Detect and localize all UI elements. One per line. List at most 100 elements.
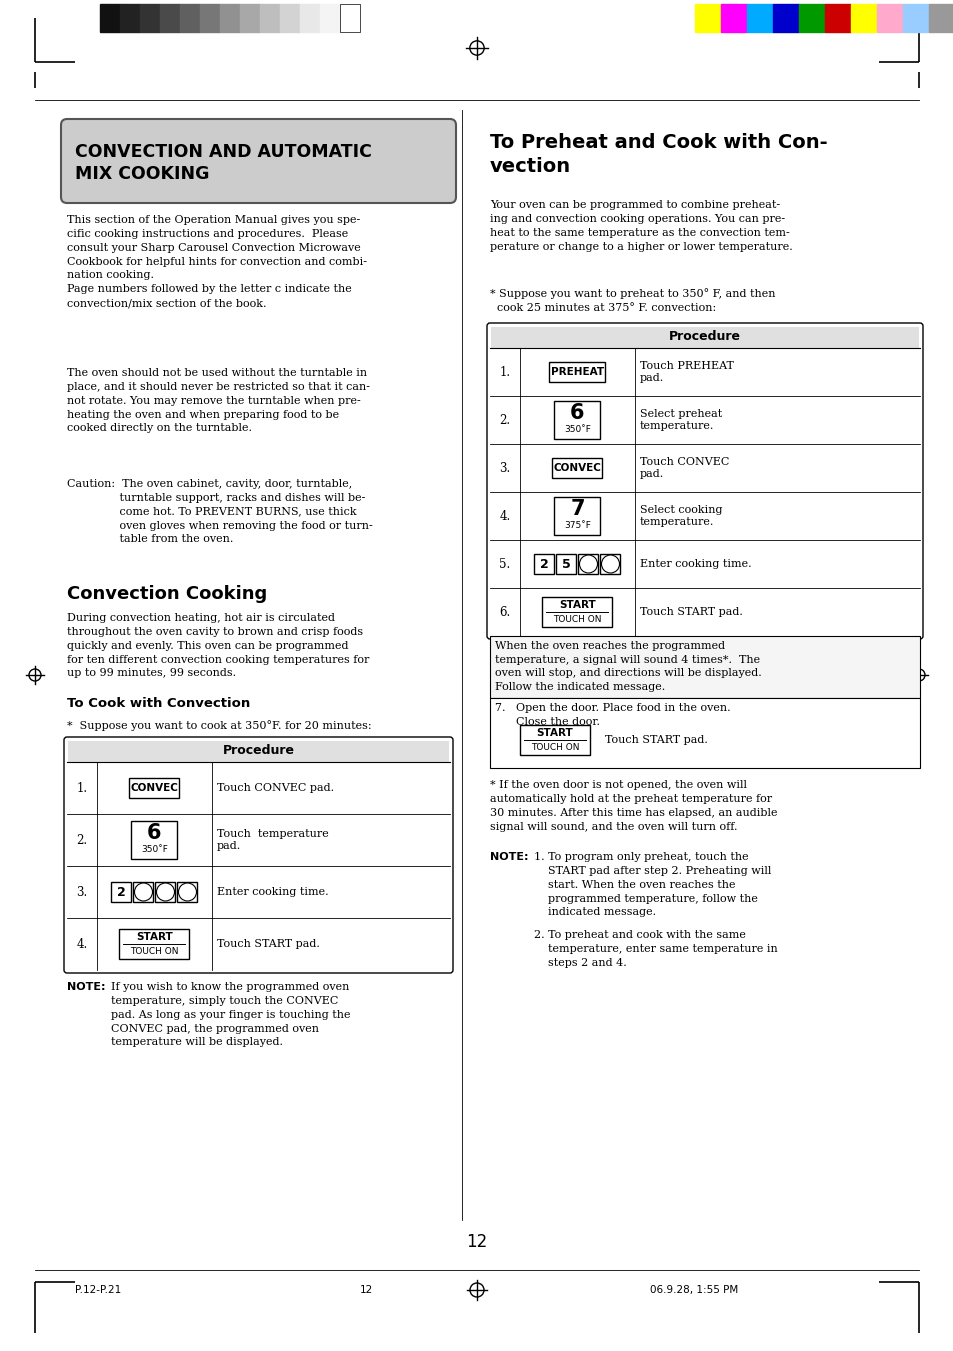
Text: TOUCH ON: TOUCH ON [553, 615, 601, 624]
Bar [319, 4, 339, 32]
Circle shape [156, 884, 174, 901]
Text: CONVECTION AND AUTOMATIC
MIX COOKING: CONVECTION AND AUTOMATIC MIX COOKING [75, 143, 372, 184]
Bar [119, 929, 190, 959]
Text: Convection Cooking: Convection Cooking [67, 585, 267, 603]
Circle shape [578, 555, 597, 573]
Bar [599, 554, 619, 574]
Text: 2: 2 [539, 558, 548, 570]
Text: During convection heating, hot air is circulated
throughout the oven cavity to b: During convection heating, hot air is ci… [67, 613, 369, 678]
Bar [746, 4, 772, 32]
Text: 5.: 5. [498, 558, 510, 570]
Text: Enter cooking time.: Enter cooking time. [639, 559, 751, 569]
Text: START: START [558, 600, 596, 611]
Text: This section of the Operation Manual gives you spe-
cific cooking instructions a: This section of the Operation Manual giv… [67, 215, 367, 308]
Bar [220, 4, 240, 32]
Text: Procedure: Procedure [668, 331, 740, 343]
FancyBboxPatch shape [61, 119, 456, 203]
Text: Touch  temperature
pad.: Touch temperature pad. [216, 828, 329, 851]
Text: START: START [136, 932, 172, 942]
Text: NOTE:: NOTE: [490, 852, 528, 862]
Bar [280, 4, 299, 32]
Bar [542, 597, 612, 627]
Text: 12: 12 [466, 1233, 487, 1251]
Bar [140, 4, 160, 32]
Text: Caution:  The oven cabinet, cavity, door, turntable,
               turntable su: Caution: The oven cabinet, cavity, door,… [67, 480, 373, 544]
Bar [556, 554, 576, 574]
Text: 6.: 6. [498, 605, 510, 619]
Bar [260, 4, 280, 32]
Text: 5: 5 [561, 558, 570, 570]
Text: CONVEC: CONVEC [553, 463, 600, 473]
Text: 7.   Open the door. Place food in the oven.
      Close the door.: 7. Open the door. Place food in the oven… [495, 703, 730, 727]
Bar [490, 698, 919, 767]
Text: Touch START pad.: Touch START pad. [639, 607, 742, 617]
Text: 6: 6 [570, 403, 584, 423]
Bar [160, 4, 180, 32]
Bar [519, 725, 589, 755]
Bar [549, 362, 605, 382]
Text: To Preheat and Cook with Con-
vection: To Preheat and Cook with Con- vection [490, 132, 827, 176]
Text: Touch PREHEAT
pad.: Touch PREHEAT pad. [639, 361, 733, 384]
Bar [200, 4, 220, 32]
Text: START: START [536, 728, 573, 738]
Text: 1.: 1. [499, 366, 510, 378]
Text: Touch CONVEC
pad.: Touch CONVEC pad. [639, 457, 729, 480]
Bar [534, 554, 554, 574]
Bar [240, 4, 260, 32]
Bar [554, 401, 599, 439]
Text: CONVEC: CONVEC [131, 784, 178, 793]
Text: *  Suppose you want to cook at 350°F. for 20 minutes:: * Suppose you want to cook at 350°F. for… [67, 720, 372, 731]
Bar [68, 740, 449, 762]
Text: 7: 7 [570, 499, 584, 519]
Text: TOUCH ON: TOUCH ON [131, 947, 178, 955]
Bar [554, 497, 599, 535]
Text: 1. To program only preheat, touch the
    START pad after step 2. Preheating wil: 1. To program only preheat, touch the ST… [534, 852, 771, 917]
Text: PREHEAT: PREHEAT [551, 367, 603, 377]
Text: 375˚F: 375˚F [563, 521, 590, 531]
Bar [177, 882, 197, 902]
Bar [120, 4, 140, 32]
Text: 2.: 2. [76, 834, 88, 847]
Circle shape [178, 884, 196, 901]
Text: P.12-P.21: P.12-P.21 [75, 1285, 121, 1296]
Text: Select cooking
temperature.: Select cooking temperature. [639, 505, 721, 527]
FancyBboxPatch shape [486, 323, 923, 639]
Bar [928, 4, 953, 32]
Bar [772, 4, 799, 32]
Text: 350˚F: 350˚F [141, 846, 168, 854]
Bar [695, 4, 720, 32]
Circle shape [134, 884, 152, 901]
Bar [824, 4, 850, 32]
Bar [155, 882, 175, 902]
Text: * Suppose you want to preheat to 350° F, and then
  cook 25 minutes at 375° F. c: * Suppose you want to preheat to 350° F,… [490, 288, 775, 312]
Bar [902, 4, 928, 32]
Text: TOUCH ON: TOUCH ON [530, 743, 578, 751]
Text: 3.: 3. [498, 462, 510, 474]
Text: 2: 2 [117, 885, 126, 898]
Text: NOTE:: NOTE: [67, 982, 106, 992]
Bar [132, 821, 177, 859]
Text: Touch START pad.: Touch START pad. [604, 735, 707, 744]
Bar [491, 327, 918, 349]
Text: 4.: 4. [76, 938, 88, 951]
Text: Procedure: Procedure [222, 744, 294, 758]
Circle shape [601, 555, 618, 573]
Text: 1.: 1. [76, 781, 88, 794]
Bar [100, 4, 120, 32]
Text: Enter cooking time.: Enter cooking time. [216, 888, 328, 897]
Text: When the oven reaches the programmed
temperature, a signal will sound 4 times*. : When the oven reaches the programmed tem… [495, 640, 760, 692]
Text: To Cook with Convection: To Cook with Convection [67, 697, 250, 711]
Text: * If the oven door is not opened, the oven will
automatically hold at the prehea: * If the oven door is not opened, the ov… [490, 780, 777, 831]
Bar [112, 882, 132, 902]
Text: Select preheat
temperature.: Select preheat temperature. [639, 408, 721, 431]
Text: 4.: 4. [498, 509, 510, 523]
Bar [799, 4, 824, 32]
Text: 3.: 3. [76, 885, 88, 898]
Bar [490, 636, 919, 698]
Text: Your oven can be programmed to combine preheat-
ing and convection cooking opera: Your oven can be programmed to combine p… [490, 200, 792, 251]
Bar [876, 4, 902, 32]
FancyBboxPatch shape [64, 738, 453, 973]
Bar [850, 4, 876, 32]
Text: If you wish to know the programmed oven
temperature, simply touch the CONVEC
pad: If you wish to know the programmed oven … [111, 982, 350, 1047]
Text: 350˚F: 350˚F [563, 426, 590, 435]
